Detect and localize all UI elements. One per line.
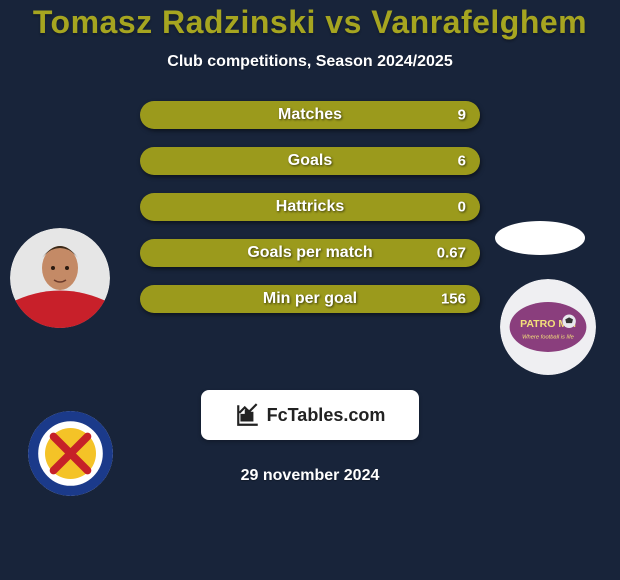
stat-bar-label: Goals per match [247,244,372,262]
player-left-avatar-svg [10,228,110,328]
stat-bars: Matches 9 Goals 6 Hattricks 0 Goals per match 0… [140,101,480,331]
stat-bar-value: 6 [458,153,466,170]
club-left-badge-svg [28,411,113,496]
club-right-badge-svg: PATRO MM Where football is life [500,279,596,375]
stat-bar: Goals per match 0.67 [140,239,480,267]
stat-bar-label: Min per goal [263,290,357,308]
player-left-avatar [10,228,110,328]
svg-text:Where football is life: Where football is life [522,335,574,341]
stat-bar: Matches 9 [140,101,480,129]
stat-bar-value: 156 [441,291,466,308]
stat-bar: Goals 6 [140,147,480,175]
club-right-badge: PATRO MM Where football is life [500,279,596,375]
page: Tomasz Radzinski vs Vanrafelghem Club co… [0,0,620,580]
page-subtitle: Club competitions, Season 2024/2025 [0,53,620,71]
stat-bar-value: 0 [458,199,466,216]
page-title: Tomasz Radzinski vs Vanrafelghem [0,4,620,41]
stat-bar-label: Goals [288,152,332,170]
footer-logo: FcTables.com [201,390,419,440]
body-area: PATRO MM Where football is life Matches 9… [0,101,620,391]
stat-bar-value: 9 [458,107,466,124]
stat-bar-value: 0.67 [437,245,466,262]
club-left-badge [28,411,113,496]
stat-bar-label: Hattricks [276,198,344,216]
footer-logo-text: FcTables.com [267,405,386,426]
chart-icon [235,402,261,428]
stat-bar: Min per goal 156 [140,285,480,313]
player-right-avatar [495,221,585,255]
stat-bar-label: Matches [278,106,342,124]
stat-bar: Hattricks 0 [140,193,480,221]
